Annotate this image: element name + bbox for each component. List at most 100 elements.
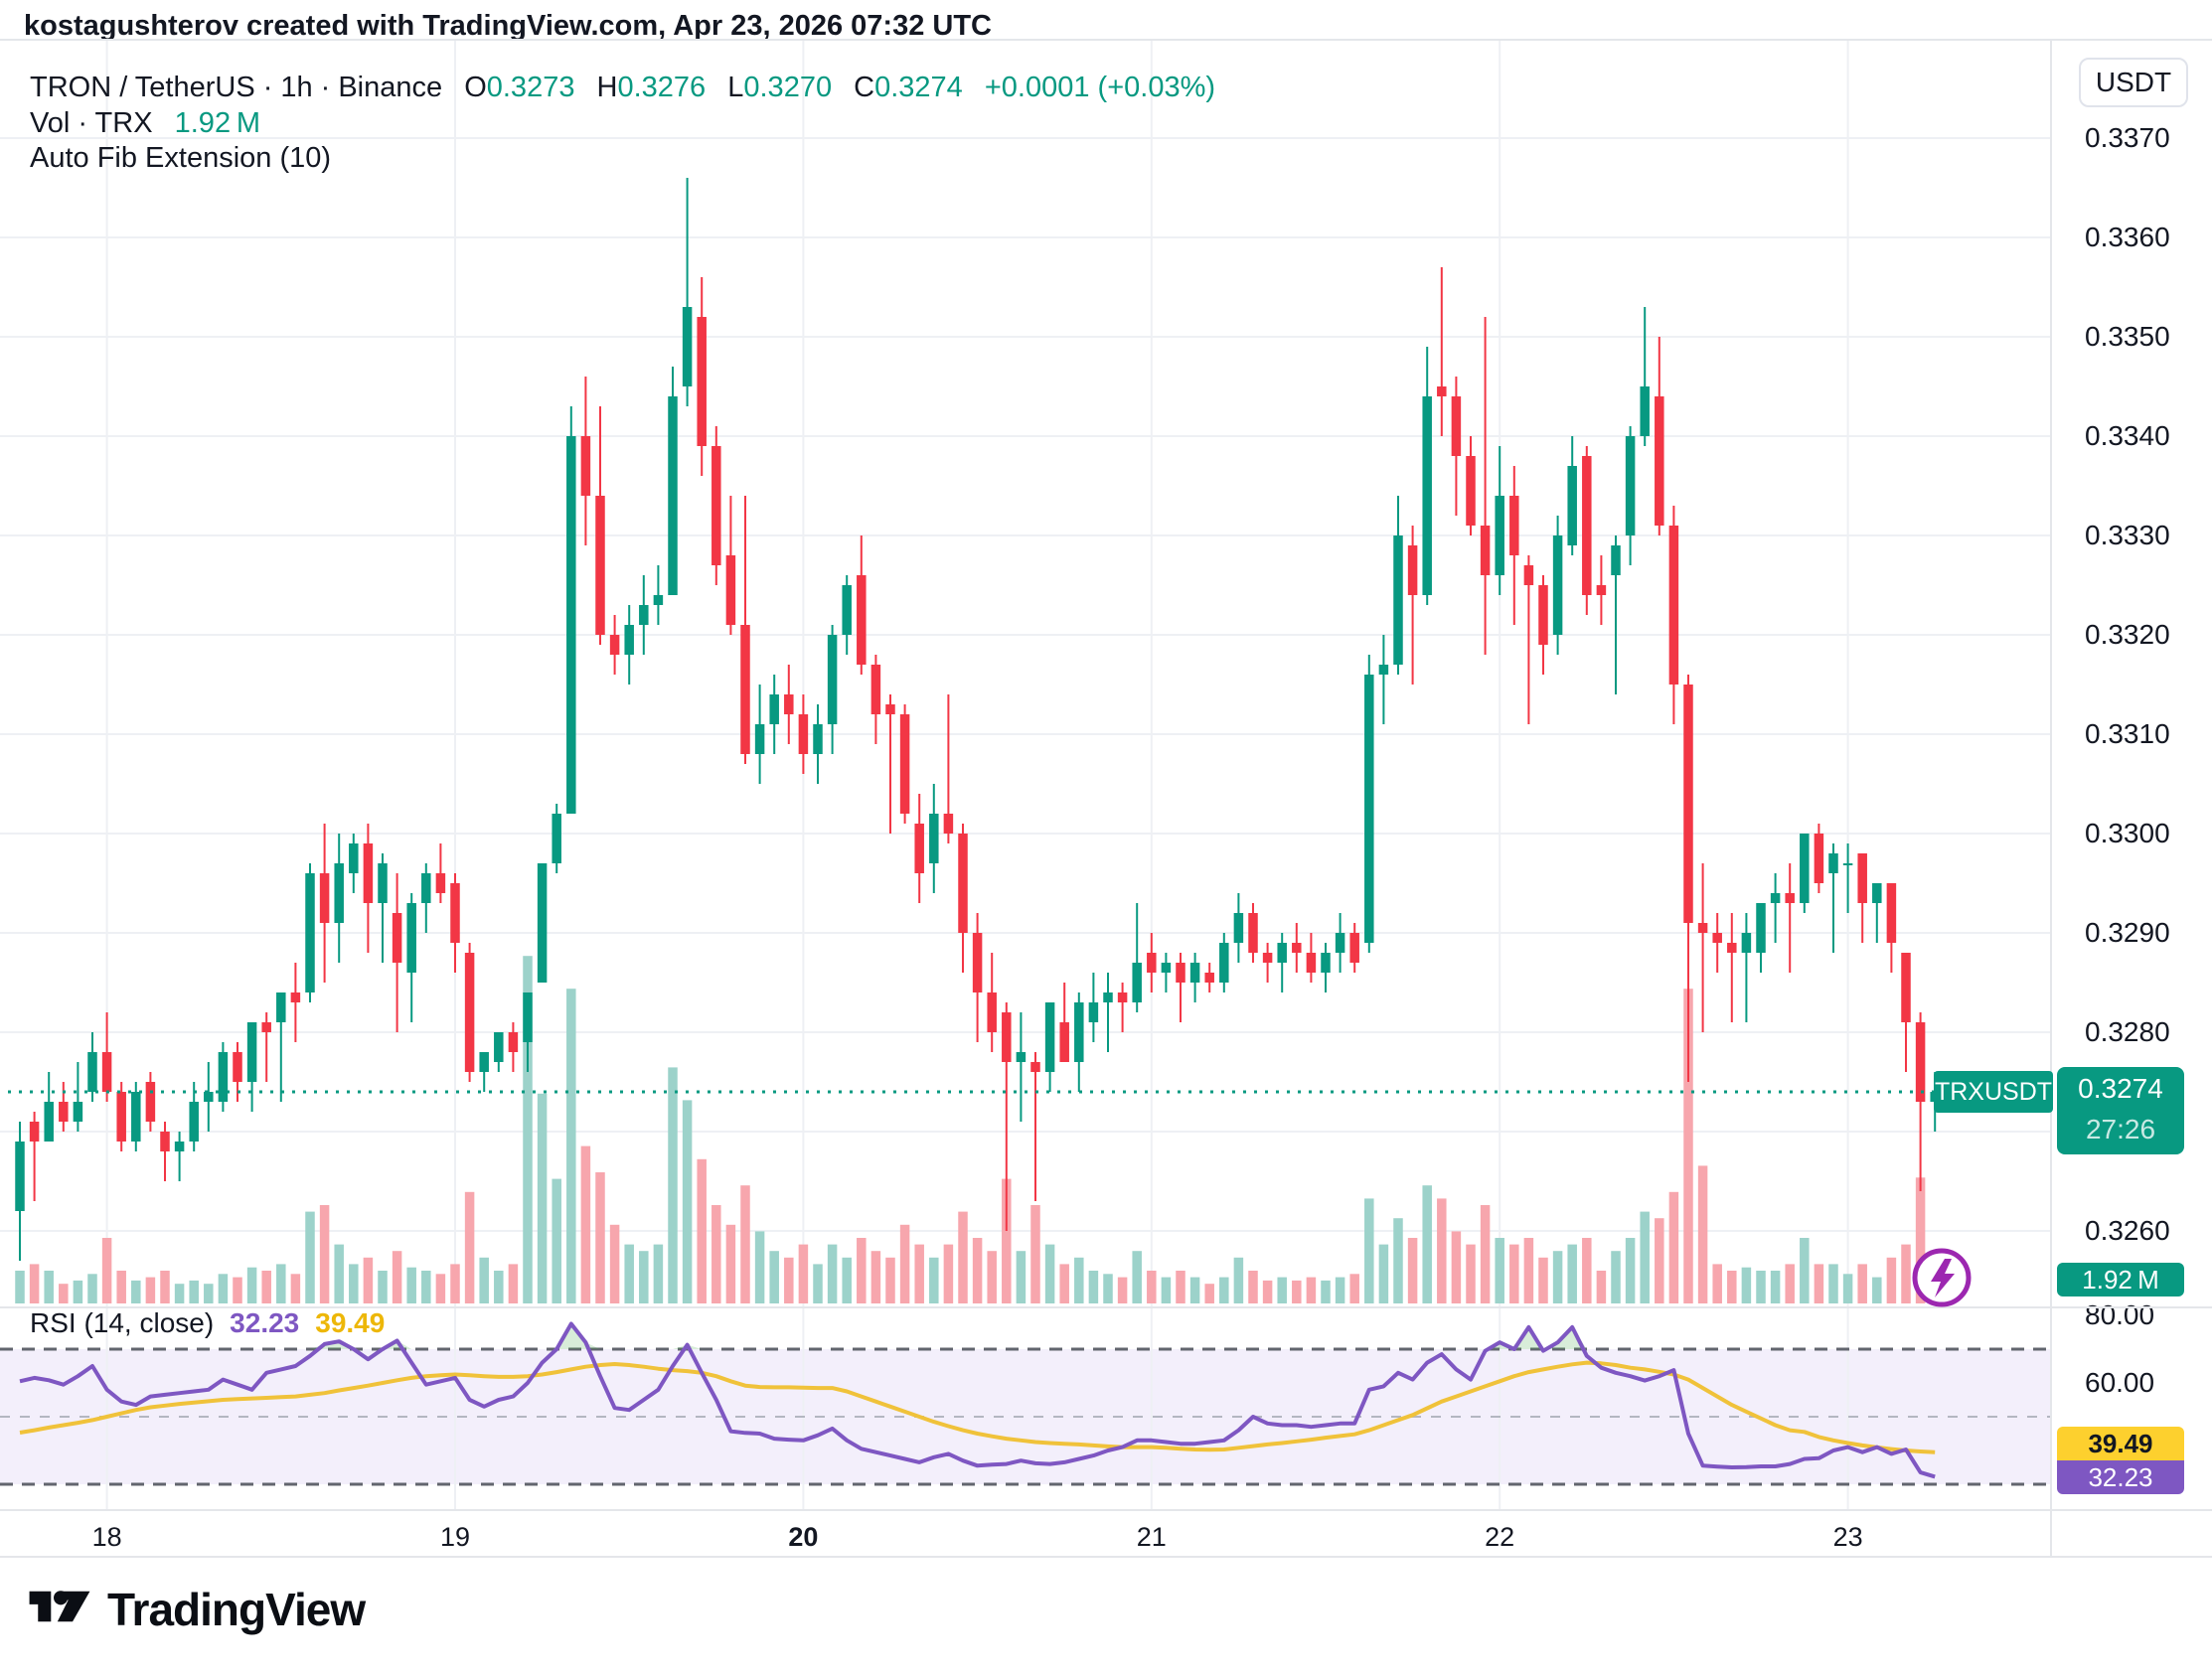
rsi-ma-badge: 39.49 [2057, 1427, 2184, 1460]
rsi-line [19, 1321, 1936, 1479]
volume-bar [1030, 1205, 1040, 1303]
rsi-value-badge: 32.23 [2057, 1460, 2184, 1494]
volume-bar [116, 1271, 126, 1303]
volume-bar [1016, 1251, 1027, 1303]
close-label: C [854, 72, 875, 103]
candle-body [1523, 565, 1534, 585]
volume-bar [1727, 1271, 1737, 1303]
candle-body [174, 1142, 185, 1151]
volume-bar [145, 1277, 156, 1303]
candle-body [464, 953, 475, 1072]
rsi-ma-value: 39.49 [315, 1307, 386, 1338]
volume-bar [1349, 1274, 1359, 1303]
candle-body [1582, 456, 1592, 595]
volume-bar [1814, 1264, 1824, 1303]
volume-bar [1321, 1280, 1331, 1303]
volume-bar [899, 1224, 910, 1303]
volume-bar [639, 1251, 649, 1303]
volume-bar [479, 1257, 489, 1303]
candle-body [1741, 933, 1752, 953]
volume-bar [566, 989, 576, 1303]
candle-body [1538, 585, 1548, 645]
volume-bar [464, 1191, 475, 1303]
candle-body [1697, 923, 1708, 933]
volume-legend[interactable]: Vol · TRX 1.92 M [30, 107, 260, 140]
candle-body [784, 694, 794, 714]
volume-bar [174, 1284, 185, 1303]
volume-bar [725, 1224, 736, 1303]
rsi-tick-label: 60.00 [2085, 1367, 2155, 1398]
volume-bar [653, 1244, 664, 1303]
volume-bar [44, 1271, 54, 1303]
candle-body [334, 863, 344, 923]
high-label: H [596, 72, 618, 103]
tradingview-logo[interactable]: TradingView [28, 1582, 366, 1636]
candle-body [914, 824, 924, 873]
candle-body [842, 585, 852, 635]
candle-body [73, 1102, 83, 1122]
volume-bar [378, 1271, 388, 1303]
candle-body [290, 992, 301, 1002]
volume-bar [334, 1244, 344, 1303]
fib-extension-legend[interactable]: Auto Fib Extension (10) [30, 142, 331, 175]
symbol-legend[interactable]: TRON / TetherUS · 1h · Binance O0.3273 H0.32… [30, 72, 1216, 103]
volume-bar [101, 1238, 112, 1303]
candle-body [305, 873, 315, 992]
volume-badge: 1.92 M [2057, 1263, 2184, 1296]
volume-bar [1002, 1178, 1012, 1303]
candle-body [1495, 496, 1504, 575]
volume-bar [1741, 1267, 1752, 1303]
open-label: O [464, 72, 487, 103]
price-tick-label: 0.3290 [2085, 917, 2170, 948]
candle-body [1378, 665, 1389, 675]
volume-bar [29, 1264, 40, 1303]
volume-bar [1611, 1251, 1621, 1303]
volume-bar [233, 1277, 242, 1303]
candle-body [697, 317, 707, 446]
candle-body [653, 595, 664, 605]
candle-body [1611, 545, 1621, 575]
time-tick-label: 20 [788, 1522, 819, 1552]
price-tick-label: 0.3320 [2085, 619, 2170, 650]
candle-body [116, 1092, 126, 1142]
candle-body [1727, 943, 1737, 953]
volume-bar [1509, 1244, 1519, 1303]
volume-bar [1103, 1274, 1113, 1303]
volume-bar [740, 1185, 750, 1303]
volume-bar [1756, 1271, 1766, 1303]
volume-bar [290, 1274, 301, 1303]
candle-body [1030, 1062, 1040, 1072]
volume-bar [421, 1271, 431, 1303]
volume-bar [1189, 1277, 1200, 1303]
candle-body [566, 436, 576, 814]
currency-toggle-button[interactable]: USDT [2079, 58, 2188, 107]
price-tick-label: 0.3350 [2085, 321, 2170, 352]
candle-body [537, 863, 548, 983]
candle-body [1262, 953, 1273, 963]
candle-body [1044, 1002, 1055, 1072]
volume-bar [246, 1267, 257, 1303]
lightning-icon[interactable] [1909, 1245, 1975, 1310]
volume-bar [1074, 1257, 1084, 1303]
volume-bar [754, 1231, 765, 1303]
volume-bar [1683, 989, 1693, 1303]
low-value: 0.3270 [743, 72, 833, 103]
volume-bar [1828, 1264, 1838, 1303]
rsi-legend[interactable]: RSI (14, close) 32.23 39.49 [30, 1307, 385, 1339]
candle-body [1480, 526, 1491, 575]
volume-bar [697, 1158, 707, 1303]
volume-bar [204, 1284, 214, 1303]
candle-body [1204, 973, 1214, 983]
volume-bar [1306, 1277, 1317, 1303]
candle-body [1770, 893, 1781, 903]
volume-bar [769, 1251, 779, 1303]
volume-bar [1668, 1191, 1679, 1303]
candle-body [160, 1132, 170, 1151]
candle-body [987, 992, 997, 1032]
price-tick-label: 0.3370 [2085, 122, 2170, 153]
candle-body [1364, 675, 1374, 943]
volume-bar [189, 1280, 199, 1303]
candle-body [435, 873, 446, 893]
candle-body [1668, 526, 1679, 685]
